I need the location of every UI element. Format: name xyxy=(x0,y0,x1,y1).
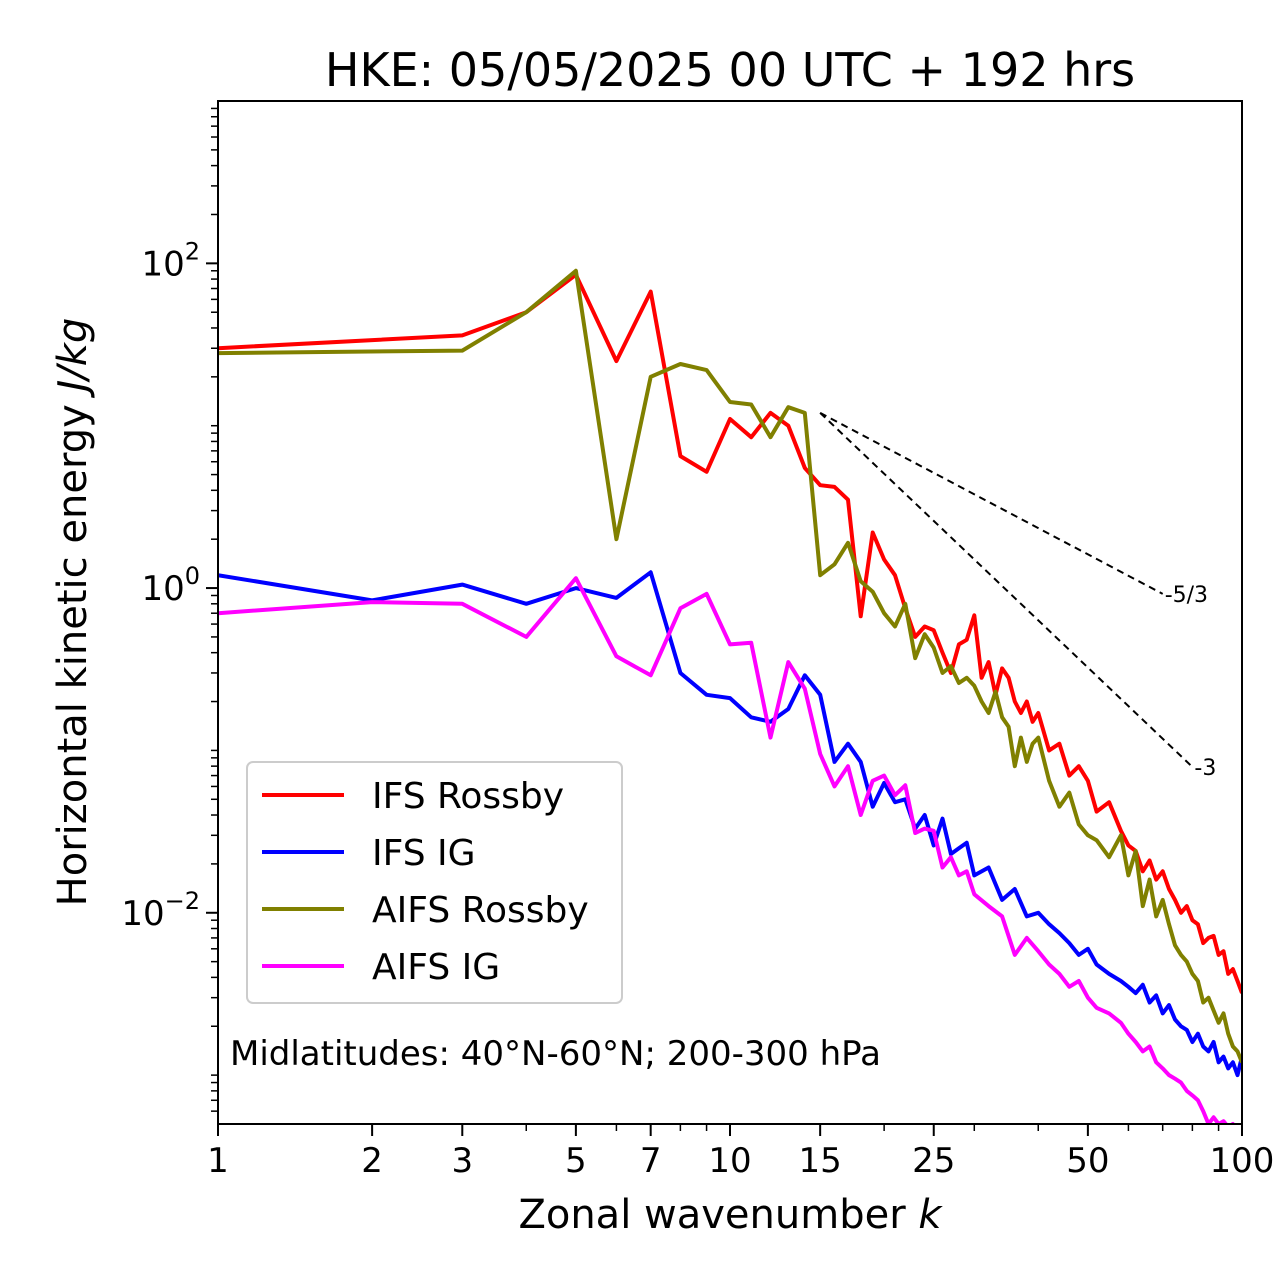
reference-slope-line-0 xyxy=(819,411,1164,595)
x-tick-label: 7 xyxy=(640,1141,662,1181)
chart-title: HKE: 05/05/2025 00 UTC + 192 hrs xyxy=(325,43,1135,97)
series-line-2 xyxy=(218,268,1242,1064)
x-tick-label: 50 xyxy=(1066,1141,1109,1181)
slope-labels: -5/3 -3 xyxy=(1165,583,1217,781)
y-axis-ticks: 10−2 100 102 xyxy=(121,107,218,1112)
x-tick-label: 15 xyxy=(799,1141,842,1181)
legend-box xyxy=(246,761,623,1004)
reference-slope-label-0: -5/3 xyxy=(1165,583,1208,608)
y-tick-label: 10−2 xyxy=(121,887,200,934)
region-annotation: Midlatitudes: 40°N-60°N; 200-300 hPa xyxy=(230,1034,881,1074)
legend: IFS Rossby IFS IG AIFS Rossby AIFS IG xyxy=(246,761,623,1004)
x-axis-label: Zonal wavenumber k xyxy=(518,1192,943,1238)
legend-label-0: IFS Rossby xyxy=(372,776,564,817)
x-tick-label: 2 xyxy=(361,1141,383,1181)
x-axis-ticks: 1 2 3 5 7 10 15 25 50 100 xyxy=(207,1124,1274,1181)
x-tick-label: 3 xyxy=(451,1141,473,1181)
x-tick-label: 5 xyxy=(565,1141,587,1181)
series-line-1 xyxy=(218,570,1242,1078)
legend-label-3: AIFS IG xyxy=(372,947,500,988)
series-line-0 xyxy=(218,272,1242,994)
y-tick-label: 102 xyxy=(141,237,200,284)
legend-label-2: AIFS Rossby xyxy=(372,890,589,931)
x-tick-label: 1 xyxy=(207,1141,229,1181)
series-lines xyxy=(218,268,1242,1124)
reference-slopes xyxy=(819,411,1194,768)
x-tick-label: 25 xyxy=(912,1141,955,1181)
legend-label-1: IFS IG xyxy=(372,833,476,874)
x-tick-label: 10 xyxy=(708,1141,751,1181)
x-tick-label: 100 xyxy=(1210,1141,1275,1181)
reference-slope-label-1: -3 xyxy=(1194,756,1216,781)
reference-slope-line-1 xyxy=(819,412,1194,768)
series-line-3 xyxy=(218,576,1236,1124)
y-axis-label: Horizontal kinetic energy J/kg xyxy=(50,318,96,907)
y-tick-label: 100 xyxy=(141,562,200,609)
